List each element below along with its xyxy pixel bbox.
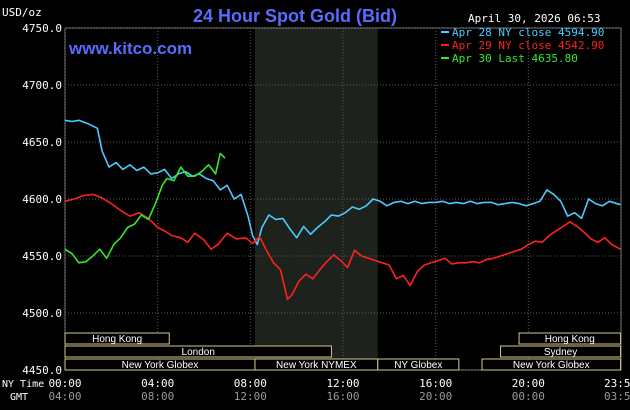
- session-label: Sydney: [544, 347, 577, 358]
- y-tick-label: 4750.0: [22, 22, 62, 35]
- session-label: Hong Kong: [92, 334, 142, 345]
- y-tick-labels: 4750.0 4700.0 4650.0 4600.0 4550.0 4500.0 4450…: [22, 22, 62, 377]
- session-label: London: [182, 347, 215, 358]
- session-label: New York Globex: [122, 360, 199, 371]
- session-bars: Hong Kong Hong Kong London Sydney New York G…: [64, 332, 622, 371]
- session-box: [377, 358, 460, 371]
- session-label: NY Globex: [394, 360, 442, 371]
- session-label: New York Globex: [513, 360, 590, 371]
- series-line-3: [64, 152, 226, 264]
- y-unit-label: USD/oz: [2, 6, 42, 19]
- x-tick-label-gmt: 20:00: [419, 390, 452, 403]
- session-box: [500, 345, 622, 358]
- series-line-1: [64, 119, 621, 246]
- session-label: New York NYMEX: [276, 360, 357, 371]
- x-tick-label-gmt: 08:00: [141, 390, 174, 403]
- x-tick-label-gmt: 12:00: [234, 390, 267, 403]
- series-lines: [64, 119, 621, 301]
- x-tick-labels: 00:0004:0004:0008:0008:0012:0012:0016:00…: [48, 377, 630, 403]
- x-tick-label-gmt: 16:00: [326, 390, 359, 403]
- x-tick-label-ny: 08:00: [234, 377, 267, 390]
- y-tick-label: 4500.0: [22, 307, 62, 320]
- y-tick-label: 4600.0: [22, 193, 62, 206]
- kitco-watermark: www.kitco.com: [68, 39, 192, 58]
- x-tick-label-ny: 00:00: [48, 377, 81, 390]
- y-tick-label: 4550.0: [22, 250, 62, 263]
- legend-entry: Apr 30 Last 4635.80: [452, 52, 578, 65]
- x-tick-label-ny: 16:00: [419, 377, 452, 390]
- x-row-label-gmt: GMT: [10, 392, 28, 403]
- session-box: [518, 332, 622, 345]
- x-tick-label-ny: 20:00: [512, 377, 545, 390]
- x-tick-label-gmt: 00:00: [512, 390, 545, 403]
- legend-entry: Apr 28 NY close 4594.90: [452, 26, 604, 39]
- x-tick-label-gmt: 04:00: [48, 390, 81, 403]
- session-box: [481, 358, 622, 371]
- series-line-2: [64, 193, 621, 301]
- x-row-label-ny: NY Time: [2, 379, 44, 390]
- session-label: Hong Kong: [545, 334, 595, 345]
- y-tick-label: 4700.0: [22, 79, 62, 92]
- x-tick-label-ny: 23:59: [604, 377, 630, 390]
- y-tick-label: 4450.0: [22, 364, 62, 377]
- x-tick-label-ny: 04:00: [141, 377, 174, 390]
- session-box: [64, 345, 332, 358]
- chart-title: 24 Hour Spot Gold (Bid): [193, 6, 397, 26]
- timestamp: April 30, 2026 06:53: [468, 12, 600, 25]
- session-box: [64, 332, 170, 345]
- x-tick-label-gmt: 03:59: [604, 390, 630, 403]
- y-tick-label: 4650.0: [22, 136, 62, 149]
- legend-entry: Apr 29 NY close 4542.90: [452, 39, 604, 52]
- x-tick-label-ny: 12:00: [326, 377, 359, 390]
